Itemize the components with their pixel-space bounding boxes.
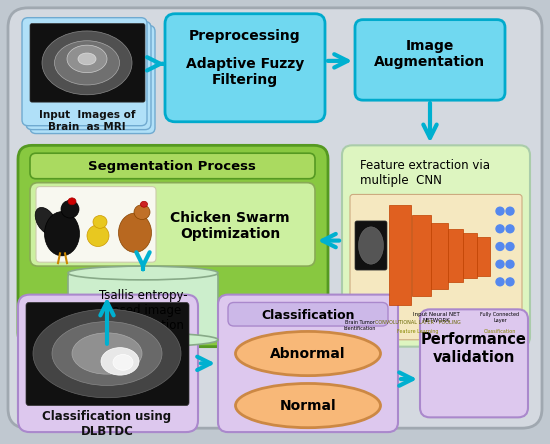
FancyBboxPatch shape [18,361,198,422]
Ellipse shape [35,207,57,234]
Text: Input  Images of
Brain  as MRI: Input Images of Brain as MRI [39,110,135,131]
FancyBboxPatch shape [26,22,151,130]
Text: Chicken Swarm
Optimization: Chicken Swarm Optimization [170,211,290,242]
Ellipse shape [52,321,162,385]
Circle shape [506,278,514,286]
Text: Image
Augmentation: Image Augmentation [375,39,486,69]
Ellipse shape [72,333,142,374]
Text: Tsallis entropy-
based image
segmentation: Tsallis entropy- based image segmentatio… [98,289,188,332]
FancyBboxPatch shape [18,145,328,347]
Text: Classification: Classification [484,329,516,334]
Ellipse shape [134,205,150,219]
FancyBboxPatch shape [355,20,505,100]
FancyBboxPatch shape [389,205,411,305]
Ellipse shape [78,53,96,65]
FancyBboxPatch shape [350,194,522,340]
Text: CONVOLUTIONAL LAYER - POOLING: CONVOLUTIONAL LAYER - POOLING [375,320,461,325]
FancyBboxPatch shape [30,182,315,266]
FancyBboxPatch shape [355,221,387,270]
FancyBboxPatch shape [477,237,490,276]
Ellipse shape [140,201,147,207]
Ellipse shape [87,225,109,246]
Text: Normal: Normal [280,399,336,412]
Circle shape [506,260,514,268]
FancyBboxPatch shape [420,309,528,417]
FancyBboxPatch shape [30,26,155,134]
Ellipse shape [359,227,383,264]
FancyBboxPatch shape [18,295,198,432]
FancyBboxPatch shape [342,145,530,347]
Ellipse shape [93,215,107,228]
FancyBboxPatch shape [448,229,463,282]
FancyBboxPatch shape [463,233,477,278]
Text: Classification using
DLBTDC: Classification using DLBTDC [42,411,172,439]
Ellipse shape [68,198,76,205]
Circle shape [506,225,514,233]
Ellipse shape [101,348,139,375]
FancyBboxPatch shape [68,273,218,340]
Text: Abnormal: Abnormal [270,346,346,361]
FancyBboxPatch shape [165,14,325,122]
FancyBboxPatch shape [218,295,398,432]
FancyBboxPatch shape [36,186,156,262]
Ellipse shape [68,266,218,280]
FancyBboxPatch shape [412,215,431,296]
Circle shape [496,225,504,233]
FancyBboxPatch shape [30,24,145,102]
Ellipse shape [118,213,151,252]
Circle shape [496,207,504,215]
FancyBboxPatch shape [431,223,448,289]
Ellipse shape [42,31,132,95]
Text: Preprocessing: Preprocessing [189,29,301,44]
Circle shape [496,260,504,268]
Circle shape [506,242,514,250]
Text: Performance
validation: Performance validation [421,333,527,365]
Text: Adaptive Fuzzy
Filtering: Adaptive Fuzzy Filtering [186,57,304,87]
FancyBboxPatch shape [26,302,189,405]
Ellipse shape [235,384,381,428]
Ellipse shape [54,41,119,85]
Ellipse shape [67,45,107,73]
Text: Fully Connected
Layer: Fully Connected Layer [481,312,520,323]
Ellipse shape [113,354,133,370]
Text: Feature Learning: Feature Learning [397,329,439,334]
Ellipse shape [45,212,80,256]
Text: Segmentation Process: Segmentation Process [88,160,256,174]
FancyBboxPatch shape [22,18,147,126]
Ellipse shape [61,200,79,218]
FancyBboxPatch shape [30,153,315,179]
Text: Brain Tumor
Identification: Brain Tumor Identification [344,320,376,331]
Text: Classification: Classification [261,309,355,322]
Ellipse shape [68,333,218,347]
Circle shape [506,207,514,215]
Text: Input Neural NET
NETWORK: Input Neural NET NETWORK [412,312,459,323]
Text: Feature extraction via
multiple  CNN: Feature extraction via multiple CNN [360,159,490,187]
Circle shape [496,242,504,250]
FancyBboxPatch shape [228,302,388,326]
Circle shape [496,278,504,286]
FancyBboxPatch shape [8,8,542,428]
Ellipse shape [235,331,381,376]
Ellipse shape [33,309,181,398]
